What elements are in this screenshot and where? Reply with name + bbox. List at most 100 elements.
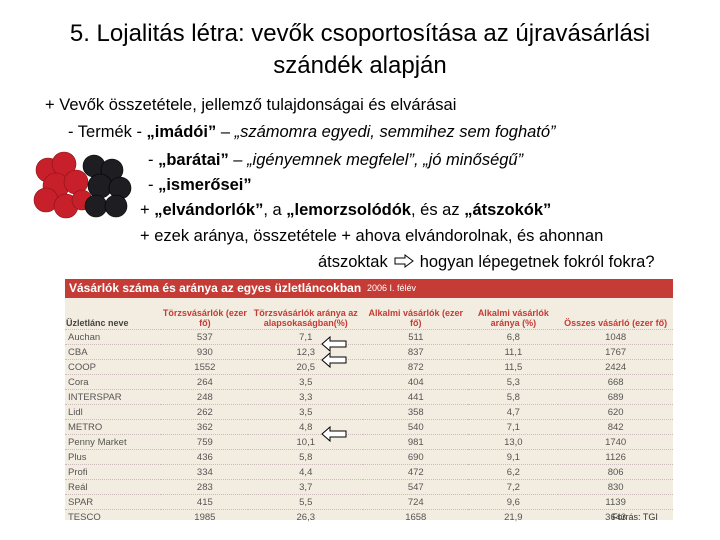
table-row: Reál 283 3,7 547 7,2 830 xyxy=(65,479,673,495)
table-row: COOP 1552 20,5 872 11,5 2424 xyxy=(65,359,673,375)
bullet-text: + ezek aránya, összetétele + ahova elván… xyxy=(140,227,604,245)
table-cell: 3643 xyxy=(558,509,673,524)
column-header: Összes vásárló (ezer fő) xyxy=(564,318,668,328)
bullet-text: hogyan lépegetnek fokról fokra? xyxy=(419,253,655,271)
bullet-line: + „elvándorlók”, a „lemorzsolódók, és az… xyxy=(140,201,551,220)
table-row: Penny Market 759 10,1 981 13,0 1740 xyxy=(65,434,673,450)
table-cell: SPAR xyxy=(65,494,162,510)
table-cell: 6,2 xyxy=(468,464,559,480)
table-cell: 547 xyxy=(363,479,469,495)
table-row: Auchan 537 7,1 511 6,8 1048 xyxy=(65,329,673,345)
table-cell: 5,3 xyxy=(468,374,559,390)
table-cell: 690 xyxy=(363,449,469,465)
table-row: Lidl 262 3,5 358 4,7 620 xyxy=(65,404,673,420)
table-cell: 806 xyxy=(558,464,673,480)
table-cell: METRO xyxy=(65,419,162,435)
table-cell: 3,3 xyxy=(248,389,364,405)
table-cell: 441 xyxy=(363,389,469,405)
table-row: INTERSPAR 248 3,3 441 5,8 689 xyxy=(65,389,673,405)
table-cell: 981 xyxy=(363,434,469,450)
table-cell: 1767 xyxy=(558,344,673,360)
table-cell: 1126 xyxy=(558,449,673,465)
table-cell: COOP xyxy=(65,359,162,375)
bullet-line: - „ismerősei” xyxy=(148,176,252,195)
bullet-text: - xyxy=(148,176,159,194)
bullet-text: átszoktak xyxy=(318,253,388,271)
column-header: Alkalmi vásárlók (ezer fő) xyxy=(368,308,464,328)
table-cell: 404 xyxy=(363,374,469,390)
bullet-text: „igényemnek megfelel”, „jó minőségű” xyxy=(247,151,524,169)
table-cell: 537 xyxy=(161,329,249,345)
table-cell: 830 xyxy=(558,479,673,495)
table-cell: 26,3 xyxy=(248,509,364,524)
bullet-text: „átszokók” xyxy=(464,201,552,219)
table-cell: 724 xyxy=(363,494,469,510)
berries-image xyxy=(33,151,132,219)
slide-title: 5. Lojalitás létra: vevők csoportosítása… xyxy=(69,20,651,79)
table-cell: 511 xyxy=(363,329,469,345)
table-cell: 3,7 xyxy=(248,479,364,495)
table-cell: 7,2 xyxy=(468,479,559,495)
column-header: Üzletlánc neve xyxy=(66,318,129,328)
table-row: Cora 264 3,5 404 5,3 668 xyxy=(65,374,673,390)
table-row: SPAR 415 5,5 724 9,6 1139 xyxy=(65,494,673,510)
table-period: 2006 I. félév xyxy=(367,283,417,293)
table-cell: 4,4 xyxy=(248,464,364,480)
table-cell: 11,5 xyxy=(468,359,559,375)
table-cell: CBA xyxy=(65,344,162,360)
table-row: Plus 436 5,8 690 9,1 1126 xyxy=(65,449,673,465)
bullet-text: „ismerősei” xyxy=(158,176,252,194)
table-cell: 1048 xyxy=(558,329,673,345)
table-cell: 13,0 xyxy=(468,434,559,450)
table-cell: 2424 xyxy=(558,359,673,375)
table-cell: 3,5 xyxy=(248,374,364,390)
bullet-line: átszoktak hogyan lépegetnek fokról fokra? xyxy=(318,253,655,272)
table-cell: 1740 xyxy=(558,434,673,450)
bullet-text: „barátai” xyxy=(158,151,229,169)
table-row: CBA 930 12,3 837 11,1 1767 xyxy=(65,344,673,360)
table-cell: 6,8 xyxy=(468,329,559,345)
bullet-text: + Vevők összetétele, jellemző tulajdonsá… xyxy=(45,96,457,114)
bullet-text: „számomra egyedi, semmihez sem fogható” xyxy=(234,123,556,141)
bullet-text: „imádói” xyxy=(146,123,217,141)
table-title: Vásárlók száma és aránya az egyes üzletl… xyxy=(69,281,362,295)
column-header: Törzsvásárlók (ezer fő) xyxy=(162,308,247,328)
source-note: Forrás: TGI xyxy=(612,512,658,522)
table-cell: Auchan xyxy=(65,329,162,345)
data-table: Üzletlánc neve Törzsvásárlók (ezer fő) Tör… xyxy=(65,299,673,524)
table-cell: 668 xyxy=(558,374,673,390)
table-cell: 872 xyxy=(363,359,469,375)
table-cell: 759 xyxy=(161,434,249,450)
table-cell: Profi xyxy=(65,464,162,480)
table-cell: 10,1 xyxy=(248,434,364,450)
table-cell: 21,9 xyxy=(468,509,559,524)
table-row: Profi 334 4,4 472 6,2 806 xyxy=(65,464,673,480)
bullet-line: - Termék - „imádói” – „számomra egyedi, … xyxy=(68,123,556,142)
table-cell: 842 xyxy=(558,419,673,435)
table-cell: 283 xyxy=(161,479,249,495)
table-cell: Plus xyxy=(65,449,162,465)
table-cell: 5,8 xyxy=(468,389,559,405)
table-cell: 5,5 xyxy=(248,494,364,510)
table-cell: 262 xyxy=(161,404,249,420)
table-cell: 9,1 xyxy=(468,449,559,465)
bullet-text: , a xyxy=(263,201,287,219)
table-header-bar: Vásárlók száma és aránya az egyes üzletl… xyxy=(65,279,673,298)
bullet-line: + Vevők összetétele, jellemző tulajdonsá… xyxy=(45,96,456,115)
table-cell: 837 xyxy=(363,344,469,360)
table-row: TESCO 1985 26,3 1658 21,9 3643 xyxy=(65,509,673,524)
table-cell: 1552 xyxy=(161,359,249,375)
table-cell: 472 xyxy=(363,464,469,480)
bullet-text: – xyxy=(228,151,248,169)
table-cell: INTERSPAR xyxy=(65,389,162,405)
arrow-icon xyxy=(394,254,414,268)
table-cell: 3,5 xyxy=(248,404,364,420)
row-arrows xyxy=(321,336,347,443)
table-cell: 540 xyxy=(363,419,469,435)
table-cell: 362 xyxy=(161,419,249,435)
bullet-line: + ezek aránya, összetétele + ahova elván… xyxy=(140,227,603,246)
table-cell: 11,1 xyxy=(468,344,559,360)
table-panel: Vásárlók száma és aránya az egyes üzletl… xyxy=(65,279,673,524)
bullet-text: „lemorzsolódók xyxy=(286,201,411,219)
column-header: Alkalmi vásárlók aránya (%) xyxy=(477,308,549,328)
